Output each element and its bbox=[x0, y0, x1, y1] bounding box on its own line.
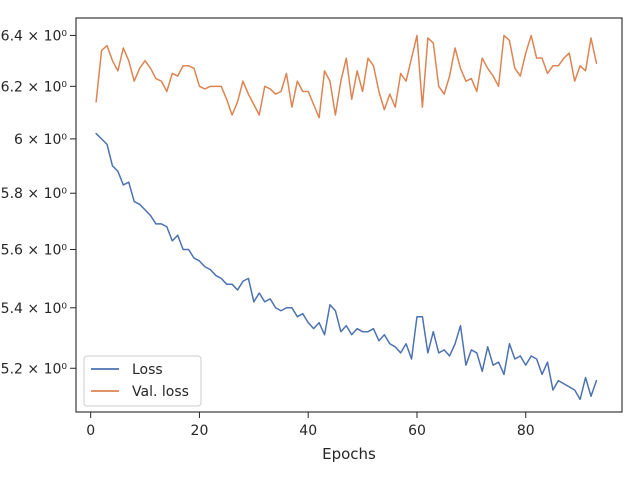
legend-loss-label: Loss bbox=[132, 362, 163, 378]
legend: Loss Val. loss bbox=[83, 355, 202, 407]
plot-frame bbox=[75, 17, 623, 413]
x-tick-label: 0 bbox=[86, 423, 95, 439]
y-tick-label: 5.2 × 10⁰ bbox=[1, 361, 68, 377]
y-tick-label: 5.4 × 10⁰ bbox=[1, 301, 68, 317]
x-tick-label: 20 bbox=[191, 423, 209, 439]
y-tick-label: 6.2 × 10⁰ bbox=[1, 79, 68, 95]
y-axis-ticks: 5.2 × 10⁰ 5.4 × 10⁰ 5.6 × 10⁰ 5.8 × 10⁰ 6 × … bbox=[1, 28, 76, 377]
y-tick-label: 5.6 × 10⁰ bbox=[1, 242, 68, 258]
series-line-val-loss bbox=[95, 34, 598, 119]
x-axis-ticks: 0 20 40 60 80 bbox=[86, 412, 535, 439]
x-tick-label: 40 bbox=[299, 423, 317, 439]
x-axis-label: Epochs bbox=[322, 445, 376, 463]
y-tick-label: 5.8 × 10⁰ bbox=[1, 186, 68, 202]
series-line-loss bbox=[95, 132, 598, 401]
series-lines bbox=[95, 34, 598, 401]
x-tick-label: 60 bbox=[408, 423, 426, 439]
legend-val-loss-label: Val. loss bbox=[132, 384, 189, 400]
y-tick-label: 6 × 10⁰ bbox=[14, 132, 67, 148]
y-tick-label: 6.4 × 10⁰ bbox=[1, 28, 68, 44]
x-tick-label: 80 bbox=[517, 423, 535, 439]
